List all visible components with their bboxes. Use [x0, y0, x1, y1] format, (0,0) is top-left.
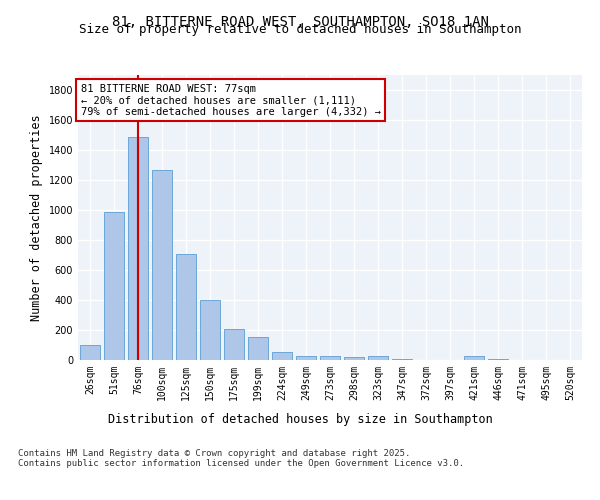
Bar: [224, 329, 244, 360]
Bar: [344, 357, 364, 360]
Bar: [368, 356, 388, 360]
Bar: [176, 254, 196, 360]
Bar: [488, 359, 508, 360]
Bar: [296, 356, 316, 360]
Bar: [104, 212, 124, 360]
Text: Size of property relative to detached houses in Southampton: Size of property relative to detached ho…: [79, 22, 521, 36]
Bar: [272, 352, 292, 360]
Y-axis label: Number of detached properties: Number of detached properties: [30, 114, 43, 321]
Bar: [320, 356, 340, 360]
Text: Contains public sector information licensed under the Open Government Licence v3: Contains public sector information licen…: [18, 458, 464, 468]
Bar: [392, 359, 412, 360]
Text: Contains HM Land Registry data © Crown copyright and database right 2025.: Contains HM Land Registry data © Crown c…: [18, 448, 410, 458]
Bar: [80, 345, 100, 360]
Bar: [464, 356, 484, 360]
Bar: [200, 300, 220, 360]
Bar: [152, 170, 172, 360]
Text: Distribution of detached houses by size in Southampton: Distribution of detached houses by size …: [107, 412, 493, 426]
Text: 81, BITTERNE ROAD WEST, SOUTHAMPTON, SO18 1AN: 81, BITTERNE ROAD WEST, SOUTHAMPTON, SO1…: [112, 15, 488, 29]
Bar: [128, 136, 148, 360]
Bar: [248, 337, 268, 360]
Text: 81 BITTERNE ROAD WEST: 77sqm
← 20% of detached houses are smaller (1,111)
79% of: 81 BITTERNE ROAD WEST: 77sqm ← 20% of de…: [80, 84, 380, 116]
